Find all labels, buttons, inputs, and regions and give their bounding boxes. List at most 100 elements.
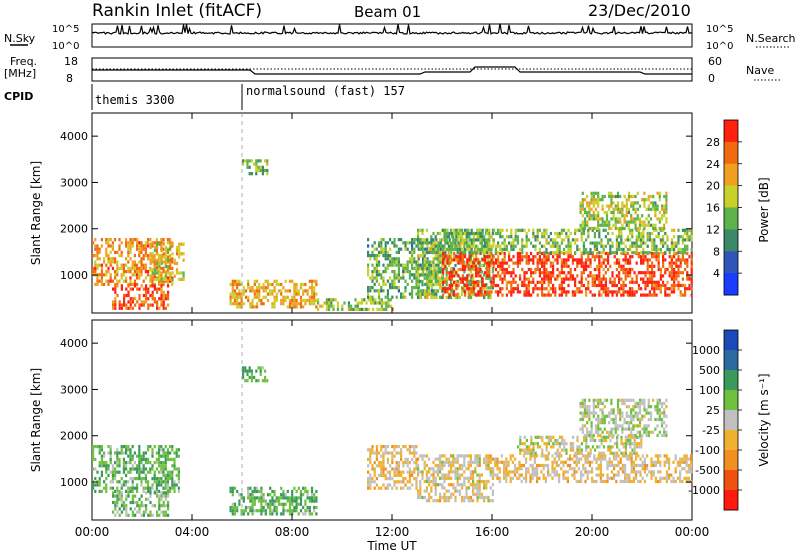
scatter-cell [262, 493, 265, 497]
scatter-cell [655, 287, 658, 291]
scatter-cell [585, 238, 588, 242]
scatter-cell [466, 247, 469, 252]
scatter-cell [578, 451, 581, 455]
scatter-cell [604, 280, 607, 284]
scatter-cell [160, 504, 163, 508]
scatter-cell [690, 247, 693, 252]
scatter-cell [454, 247, 457, 252]
scatter-cell [430, 260, 433, 264]
scatter-cell [556, 442, 559, 446]
scatter-cell [129, 250, 132, 254]
scatter-cell [478, 476, 481, 480]
scatter-cell [419, 292, 422, 296]
scatter-cell [643, 460, 646, 464]
scatter-cell [149, 303, 152, 307]
scatter-cell [582, 454, 585, 458]
scatter-cell [461, 231, 464, 236]
scatter-cell [439, 276, 442, 280]
scatter-cell [166, 241, 169, 245]
scatter-cell [488, 231, 491, 236]
scatter-cell [372, 298, 375, 302]
scatter-cell [512, 277, 515, 281]
scatter-cell [625, 198, 628, 202]
scatter-cell [525, 473, 528, 477]
scatter-cell [302, 512, 305, 516]
scatter-cell [262, 302, 265, 306]
scatter-cell [681, 277, 684, 281]
scatter-cell [505, 463, 508, 468]
scatter-cell [408, 473, 411, 477]
scatter-cell [149, 445, 152, 449]
scatter-cell [505, 287, 508, 291]
scatter-cell [142, 464, 145, 468]
scatter-cell [122, 483, 125, 487]
scatter-cell [446, 287, 449, 291]
scatter-cell [457, 228, 460, 232]
scatter-cell [260, 502, 263, 506]
scatter-cell [606, 476, 609, 480]
scatter-cell [479, 231, 482, 236]
scatter-cell [247, 489, 250, 494]
scatter-cell [646, 280, 649, 284]
scatter-cell [299, 493, 303, 497]
freq-tick-right-top: 60 [708, 55, 722, 68]
scatter-cell [162, 486, 165, 490]
scatter-cell [653, 280, 656, 284]
scatter-cell [140, 300, 143, 304]
scatter-cell [652, 223, 655, 227]
scatter-cell [523, 442, 526, 446]
scatter-cell [103, 461, 106, 465]
scatter-cell [114, 273, 117, 277]
scatter-cell [380, 473, 383, 477]
scatter-cell [436, 467, 439, 471]
scatter-cell [544, 463, 547, 468]
scatter-cell [313, 292, 316, 296]
scatter-cell [569, 467, 572, 471]
scatter-cell [369, 298, 372, 302]
scatter-cell [475, 264, 478, 268]
scatter-cell [382, 289, 385, 293]
scatter-cell [686, 277, 689, 281]
scatter-cell [637, 255, 640, 259]
scatter-cell [480, 270, 483, 274]
scatter-cell [675, 283, 678, 288]
scatter-cell [435, 250, 438, 254]
scatter-cell [295, 298, 298, 303]
scatter-cell [472, 241, 475, 245]
scatter-cell [134, 513, 137, 517]
scatter-cell [231, 295, 234, 299]
scatter-cell [664, 293, 667, 297]
scatter-cell [562, 460, 565, 464]
scatter-cell [233, 486, 237, 490]
scatter-cell [651, 261, 654, 265]
scatter-cell [514, 287, 517, 291]
scatter-cell [439, 454, 442, 458]
scatter-cell [487, 276, 490, 280]
scatter-cell [238, 292, 241, 296]
scatter-cell [315, 505, 318, 510]
scatter-cell [664, 231, 667, 236]
scatter-cell [439, 457, 442, 461]
scatter-cell [673, 261, 676, 265]
noise-panel: N.Sky 10^5 10^0 10^5 10^0 N.Search [4, 23, 796, 52]
scatter-cell [402, 295, 405, 299]
scatter-cell [635, 274, 638, 278]
scatter-cell [178, 255, 181, 259]
scatter-cell [173, 274, 176, 278]
scatter-cell [136, 282, 139, 286]
scatter-cell [442, 267, 445, 272]
scatter-cell [488, 241, 491, 245]
scatter-cell [382, 457, 385, 461]
scatter-cell [556, 241, 559, 245]
scatter-cell [120, 263, 123, 267]
scatter-cell [436, 457, 439, 461]
scatter-cell [563, 438, 566, 443]
scatter-cell [389, 298, 392, 302]
scatter-cell [505, 457, 508, 461]
scatter-cell [675, 258, 678, 262]
scatter-cell [253, 499, 256, 503]
scatter-cell [658, 226, 661, 231]
scatter-cell [646, 454, 649, 458]
scatter-cell [411, 470, 414, 474]
scatter-cell [402, 480, 405, 484]
